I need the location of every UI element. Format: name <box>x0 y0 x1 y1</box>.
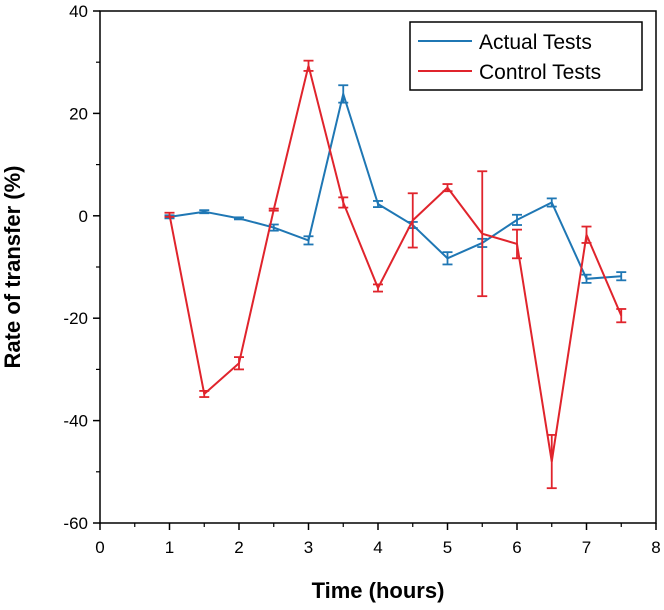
series-layer <box>164 59 627 490</box>
error-bar <box>164 211 175 218</box>
error-bar <box>616 308 627 324</box>
error-bar <box>338 84 349 104</box>
series-line-actual-tests <box>169 90 622 280</box>
x-axis-title: Time (hours) <box>312 578 445 603</box>
x-tick-label: 3 <box>304 538 313 557</box>
error-bar <box>512 213 522 226</box>
error-bar <box>407 192 418 249</box>
y-axis: -60 -40 -20 0 20 40 <box>63 2 100 533</box>
error-bar <box>581 273 592 284</box>
series-line-control-tests <box>168 65 623 462</box>
x-tick-label: 6 <box>512 538 521 557</box>
x-tick-label: 0 <box>95 538 104 557</box>
error-bar <box>373 283 383 293</box>
error-bar <box>477 170 488 298</box>
legend: Actual Tests Control Tests <box>409 21 643 91</box>
error-bar <box>442 183 453 193</box>
error-bar <box>616 271 627 282</box>
error-bar <box>199 209 210 215</box>
error-bar <box>338 196 349 209</box>
x-tick-label: 4 <box>373 538 382 557</box>
error-bar <box>268 207 279 212</box>
error-bar <box>234 216 244 221</box>
y-axis-title: Rate of transfer (%) <box>0 166 25 369</box>
legend-label-actual-tests: Actual Tests <box>479 31 592 54</box>
x-tick-label: 2 <box>234 538 243 557</box>
x-tick-label: 8 <box>651 538 660 557</box>
y-tick-label: 20 <box>69 104 88 123</box>
error-bar <box>199 390 210 398</box>
x-tick-label: 7 <box>582 538 591 557</box>
error-bar <box>581 225 592 244</box>
legend-box <box>409 21 643 91</box>
error-bar <box>546 197 557 208</box>
y-tick-label: -40 <box>63 412 88 431</box>
series-control-tests <box>164 59 627 490</box>
y-tick-label: -60 <box>63 514 88 533</box>
error-bar <box>373 200 383 208</box>
legend-label-control-tests: Control Tests <box>479 61 601 84</box>
series-actual-tests <box>164 84 627 284</box>
error-bar <box>546 434 557 490</box>
y-tick-label: 40 <box>69 2 88 21</box>
x-tick-label: 5 <box>443 538 452 557</box>
error-bar <box>512 228 522 260</box>
x-tick-label: 1 <box>165 538 174 557</box>
x-axis: 0 1 2 3 4 5 6 7 8 <box>95 523 661 557</box>
error-bar <box>234 356 244 371</box>
y-tick-label: -20 <box>63 309 88 328</box>
error-bar <box>303 235 314 246</box>
error-bar <box>303 59 314 72</box>
y-tick-label: 0 <box>79 207 88 226</box>
error-bar <box>442 251 453 266</box>
